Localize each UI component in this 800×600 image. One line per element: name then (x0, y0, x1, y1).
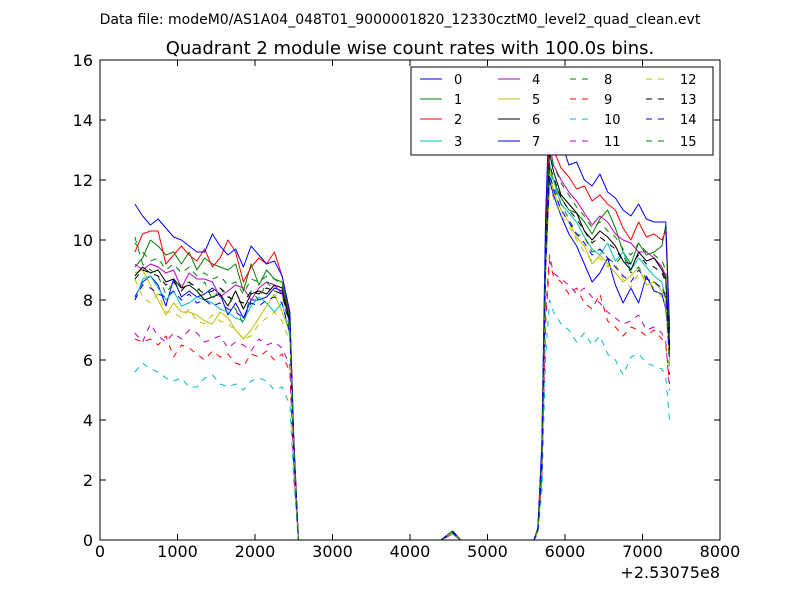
legend-entry-8: 8 (570, 73, 612, 88)
y-tick-label: 6 (83, 351, 93, 370)
series-15-line (134, 149, 671, 540)
legend-entry-15: 15 (646, 135, 697, 150)
legend-entry-2: 2 (420, 113, 462, 128)
x-tick-label: 1000 (157, 542, 198, 561)
legend-label: 8 (604, 73, 612, 88)
legend-label: 15 (680, 135, 697, 150)
legend-label: 9 (604, 93, 612, 108)
legend-entry-6: 6 (498, 113, 540, 128)
series-7-line (134, 101, 671, 540)
legend-label: 4 (532, 73, 540, 88)
legend-entry-5: 5 (498, 93, 540, 108)
legend-label: 6 (532, 113, 540, 128)
series-4-line (134, 143, 671, 540)
y-tick-label: 4 (83, 411, 93, 430)
legend-entry-14: 14 (646, 113, 697, 128)
legend-label: 13 (680, 93, 697, 108)
legend-label: 2 (454, 113, 462, 128)
series-9-line (134, 260, 671, 540)
legend-label: 1 (454, 93, 462, 108)
x-tick-label: 0 (95, 542, 105, 561)
legend-frame (410, 66, 714, 156)
x-tick-label: 2000 (235, 542, 276, 561)
legend-label: 14 (680, 113, 697, 128)
legend-label: 7 (532, 135, 540, 150)
legend-label: 10 (604, 113, 621, 128)
y-tick-label: 8 (83, 291, 93, 310)
legend-entry-4: 4 (498, 73, 540, 88)
series-2-line (134, 125, 671, 540)
legend-entry-3: 3 (420, 135, 462, 150)
x-tick-label: 3000 (312, 542, 353, 561)
x-axis-offset-label: +2.53075e8 (620, 563, 720, 582)
y-tick-label: 10 (73, 231, 93, 250)
legend-entry-13: 13 (646, 93, 697, 108)
x-tick-label: 5000 (467, 542, 508, 561)
chart-title: Quadrant 2 module wise count rates with … (166, 38, 655, 59)
plot-frame (99, 59, 721, 541)
x-tick-label: 4000 (390, 542, 431, 561)
x-axis-tick-labels: 0 1000 2000 3000 4000 5000 6000 7000 8000 (95, 542, 740, 561)
series-3-line (134, 161, 671, 540)
legend-entry-7: 7 (498, 135, 540, 150)
x-tick-label: 8000 (700, 542, 741, 561)
legend-label: 12 (680, 73, 697, 88)
legend-label: 3 (454, 135, 462, 150)
legend-label: 5 (532, 93, 540, 108)
x-tick-label: 7000 (622, 542, 663, 561)
y-tick-label: 16 (73, 51, 93, 70)
legend-entry-1: 1 (420, 93, 462, 108)
legend-label: 0 (454, 73, 462, 88)
series-11-line (134, 254, 671, 540)
y-tick-label: 0 (83, 531, 93, 550)
series-8-line (134, 176, 671, 540)
data-file-header: Data file: modeM0/AS1A04_048T01_90000018… (100, 12, 701, 28)
y-tick-label: 2 (83, 471, 93, 490)
series-layer (134, 101, 671, 540)
legend-entry-0: 0 (420, 73, 462, 88)
series-1-line (134, 170, 671, 540)
series-14-line (134, 173, 671, 540)
legend-entry-9: 9 (570, 93, 612, 108)
y-tick-label: 14 (73, 111, 93, 130)
x-tick-label: 6000 (545, 542, 586, 561)
series-5-line (134, 167, 671, 540)
y-axis-tick-labels: 0 2 4 6 8 10 12 14 16 (73, 51, 93, 550)
series-10-line (134, 299, 671, 540)
legend-entry-11: 11 (570, 135, 621, 150)
y-tick-label: 12 (73, 171, 93, 190)
legend-label: 11 (604, 135, 621, 150)
legend-entry-12: 12 (646, 73, 697, 88)
legend-entry-10: 10 (570, 113, 621, 128)
